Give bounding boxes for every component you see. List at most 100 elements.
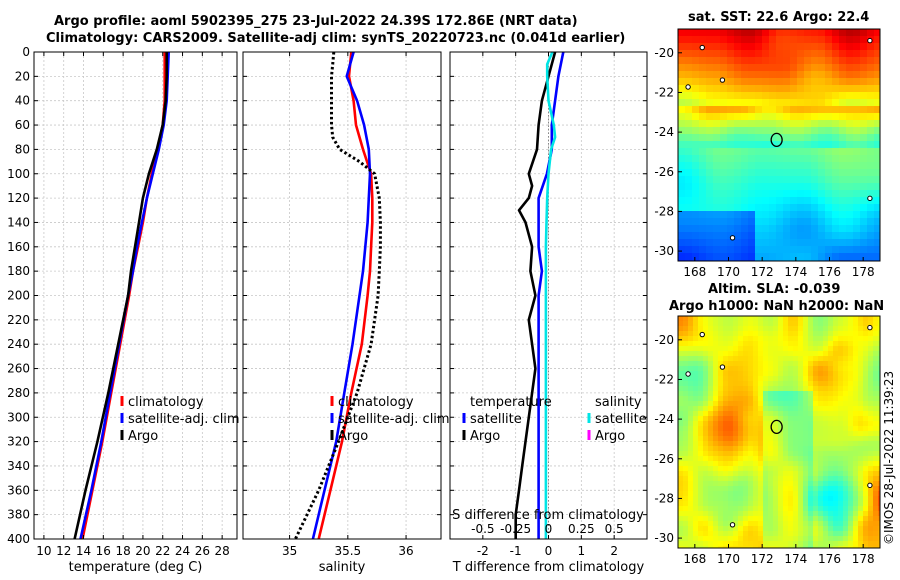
map-cell: [698, 371, 704, 377]
map-cell: [762, 162, 770, 170]
map-cell: [838, 396, 844, 402]
map-cell: [755, 78, 763, 86]
map-cell: [797, 183, 805, 191]
map-cell: [783, 491, 789, 497]
map-cell: [783, 246, 791, 254]
map-cell: [698, 541, 704, 547]
map-cell: [706, 218, 714, 226]
map-cell: [713, 491, 719, 497]
map-cell: [758, 411, 764, 417]
map-cell: [813, 326, 819, 332]
map-cell: [813, 451, 819, 457]
map-cell: [728, 506, 734, 512]
map-cell: [873, 381, 879, 387]
map-cell: [733, 516, 739, 522]
map-cell: [720, 176, 728, 184]
map-cell: [758, 361, 764, 367]
map-cell: [804, 78, 812, 86]
map-cell: [693, 341, 699, 347]
map-cell: [734, 141, 742, 149]
x-tick-label: 172: [751, 265, 774, 279]
map-cell: [783, 78, 791, 86]
map-cell: [758, 496, 764, 502]
island-outline: [867, 37, 873, 44]
map-cell: [868, 496, 874, 502]
map-cell: [763, 361, 769, 367]
map-cell: [738, 456, 744, 462]
map-cell: [832, 141, 840, 149]
map-cell: [793, 436, 799, 442]
map-cell: [720, 120, 728, 128]
map-cell: [685, 211, 693, 219]
map-cell: [838, 456, 844, 462]
map-cell: [843, 341, 849, 347]
map-cell: [776, 169, 784, 177]
map-cell: [678, 426, 684, 432]
map-cell: [762, 253, 770, 261]
map-cell: [743, 506, 749, 512]
map-cell: [832, 204, 840, 212]
map-cell: [873, 476, 879, 482]
map-cell: [688, 461, 694, 467]
map-cell: [811, 239, 819, 247]
map-cell: [720, 57, 728, 65]
map-cell: [763, 506, 769, 512]
map-cell: [728, 496, 734, 502]
map-cell: [733, 526, 739, 532]
map-cell: [713, 486, 719, 492]
map-cell: [758, 316, 764, 322]
map-cell: [763, 326, 769, 332]
map-cell: [678, 134, 686, 142]
map-cell: [688, 541, 694, 547]
map-cell: [878, 376, 881, 382]
map-cell: [699, 183, 707, 191]
map-cell: [763, 531, 769, 537]
map-cell: [803, 361, 809, 367]
map-cell: [833, 446, 839, 452]
map-cell: [776, 148, 784, 156]
map-cell: [797, 64, 805, 72]
map-cell: [793, 356, 799, 362]
map-cell: [853, 471, 859, 477]
map-cell: [798, 361, 804, 367]
map-cell: [811, 29, 819, 37]
map-cell: [708, 421, 714, 427]
map-cell: [832, 78, 840, 86]
map-cell: [778, 466, 784, 472]
map-cell: [813, 436, 819, 442]
map-cell: [748, 225, 756, 233]
map-cell: [773, 376, 779, 382]
map-cell: [692, 85, 700, 93]
map-cell: [748, 431, 754, 437]
map-cell: [758, 351, 764, 357]
map-cell: [811, 36, 819, 44]
map-cell: [734, 92, 742, 100]
map-cell: [727, 64, 735, 72]
map-cell: [693, 476, 699, 482]
map-cell: [743, 431, 749, 437]
map-cell: [723, 446, 729, 452]
map-cell: [797, 85, 805, 93]
map-cell: [685, 141, 693, 149]
map-cell: [698, 531, 704, 537]
map-cell: [733, 381, 739, 387]
map-cell: [833, 531, 839, 537]
map-cell: [818, 225, 826, 233]
map-cell: [723, 421, 729, 427]
map-cell: [762, 50, 770, 58]
map-cell: [778, 436, 784, 442]
map-cell: [748, 336, 754, 342]
map-cell: [728, 451, 734, 457]
map-cell: [693, 431, 699, 437]
map-cell: [741, 64, 749, 72]
map-cell: [823, 331, 829, 337]
map-cell: [860, 64, 868, 72]
map-cell: [773, 381, 779, 387]
map-cell: [693, 346, 699, 352]
map-cell: [828, 356, 834, 362]
map-cell: [874, 176, 881, 184]
map-cell: [839, 57, 847, 65]
map-cell: [738, 376, 744, 382]
map-cell: [832, 71, 840, 79]
map-cell: [818, 366, 824, 372]
